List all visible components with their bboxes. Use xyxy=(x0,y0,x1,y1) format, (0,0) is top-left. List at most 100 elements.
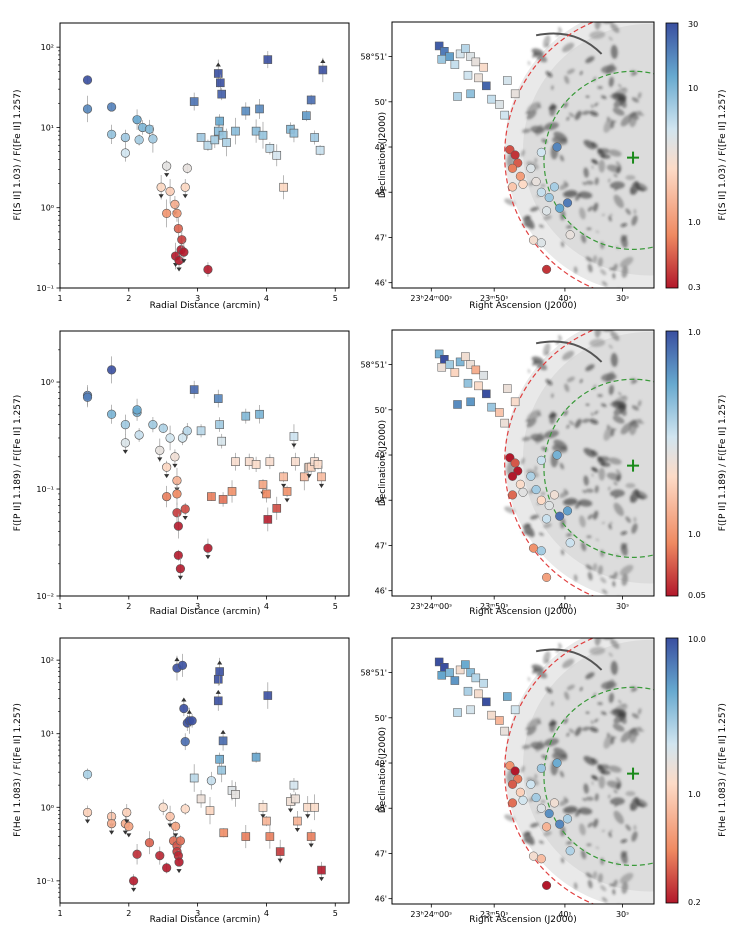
upper-limit-arrow xyxy=(205,555,211,560)
upper-limit-arrow xyxy=(287,808,294,813)
map-marker-circle xyxy=(507,163,518,173)
upper-limit-arrow xyxy=(176,267,182,272)
upper-limit-arrow xyxy=(182,516,188,521)
x-tick-label: 1 xyxy=(57,602,62,611)
filament-knot xyxy=(580,849,587,860)
filament-knot xyxy=(520,149,525,157)
map-marker-square xyxy=(471,673,481,683)
map-marker-circle xyxy=(536,546,546,556)
data-point-circle xyxy=(170,199,180,209)
filament-knot xyxy=(530,822,539,828)
filament-knot xyxy=(621,573,628,586)
data-point-circle xyxy=(177,660,188,670)
filament-knot xyxy=(631,405,639,411)
map-panel-sii: 23ʰ24ᵐ00ˢ 23ᵐ50ˢ 40ˢ 30ˢ 58°51' 50' 49' 48' 47' 4… xyxy=(360,21,655,303)
filament-knot xyxy=(546,659,549,663)
map-marker-circle xyxy=(528,543,539,553)
data-point-circle xyxy=(158,423,168,433)
filament-knot xyxy=(545,687,553,694)
x-tick-label: 4 xyxy=(264,294,269,303)
data-point-square xyxy=(263,691,273,700)
filament-arc xyxy=(535,648,603,671)
data-point-square xyxy=(217,436,227,446)
filament-knot xyxy=(585,95,590,98)
filament-knot xyxy=(533,746,538,750)
filament-knot xyxy=(592,871,598,880)
filament-knot xyxy=(592,563,598,572)
filament-knot xyxy=(613,404,626,416)
data-point-square xyxy=(310,133,319,142)
map-marker-circle xyxy=(562,198,573,208)
data-point-square xyxy=(231,790,240,799)
map-x-axis-label: Right Ascension (J2000) xyxy=(469,301,576,311)
map-marker-square xyxy=(495,408,504,417)
filament-knot xyxy=(601,897,608,903)
axes-group: 1 2 3 4 5 10⁻¹ 10⁰ 10¹ 10² xyxy=(36,43,337,303)
map-marker-circle xyxy=(542,514,552,524)
data-point-square xyxy=(289,780,299,790)
filament-knot xyxy=(613,96,626,108)
map-marker-square xyxy=(463,378,473,388)
map-marker-circle xyxy=(526,779,536,789)
filament-knot xyxy=(587,879,593,889)
filament-knot xyxy=(589,110,599,117)
data-point-square xyxy=(215,754,224,764)
filament-knot xyxy=(612,879,618,888)
map-y-axis-label: Declination (J2000) xyxy=(378,727,388,813)
data-point-circle xyxy=(82,807,93,818)
filament-knot xyxy=(594,485,599,494)
map-marker-square xyxy=(482,389,491,399)
data-point-circle xyxy=(82,392,93,402)
filament-knot xyxy=(558,26,562,33)
upper-limit-arrow xyxy=(306,474,312,479)
filament-knot xyxy=(545,379,553,386)
lower-limit-arrow xyxy=(181,697,187,702)
filament-knot xyxy=(591,165,594,169)
map-marker-square xyxy=(487,94,496,104)
filament-knot xyxy=(585,403,590,406)
data-point-square xyxy=(279,182,288,192)
map-frame xyxy=(391,329,655,597)
inner-boundary-circle xyxy=(543,686,654,866)
x-axis-label: Radial Distance (arcmin) xyxy=(150,301,261,311)
data-point-circle xyxy=(120,438,130,448)
upper-limit-arrow xyxy=(176,869,182,874)
map-marker-circle xyxy=(507,490,518,500)
data-point-square xyxy=(231,457,240,467)
upper-limit-arrow xyxy=(164,173,170,178)
data-point-square xyxy=(279,472,288,482)
data-point-circle xyxy=(180,804,190,814)
colorbar-tick: 1.0 xyxy=(688,218,701,227)
filament-knot xyxy=(591,775,599,781)
map-marker-circle xyxy=(507,182,518,192)
filament-knot xyxy=(592,202,599,212)
data-point-circle xyxy=(120,132,130,143)
map-marker-circle xyxy=(555,511,565,521)
filament-knot xyxy=(525,419,530,422)
filament-knot xyxy=(585,711,590,714)
map-x-tick-label: 23ʰ24ᵐ00ˢ xyxy=(410,910,452,919)
filament-knot xyxy=(552,749,564,759)
map-marker-circle xyxy=(526,163,536,173)
filament-knot xyxy=(526,717,541,730)
map-marker-square xyxy=(463,70,473,80)
filament-knot xyxy=(526,110,537,120)
map-marker-square xyxy=(510,89,520,99)
filament-knot xyxy=(610,120,615,129)
data-point-square xyxy=(306,95,316,105)
map-marker-circle xyxy=(528,235,539,245)
upper-limit-arrow xyxy=(284,498,290,503)
filament-knot xyxy=(631,523,638,534)
filament-knot xyxy=(589,338,606,347)
filament-knot xyxy=(523,524,535,537)
filament-knot xyxy=(600,269,607,276)
map-marker-circle xyxy=(536,495,546,505)
filament-knot xyxy=(625,483,636,489)
data-point-circle xyxy=(170,452,180,462)
map-marker-square xyxy=(500,726,509,736)
filament-knot xyxy=(597,873,603,884)
map-marker-circle xyxy=(555,819,565,829)
filament-knot xyxy=(594,638,601,646)
map-frame xyxy=(391,21,655,289)
map-marker-circle xyxy=(552,758,562,768)
